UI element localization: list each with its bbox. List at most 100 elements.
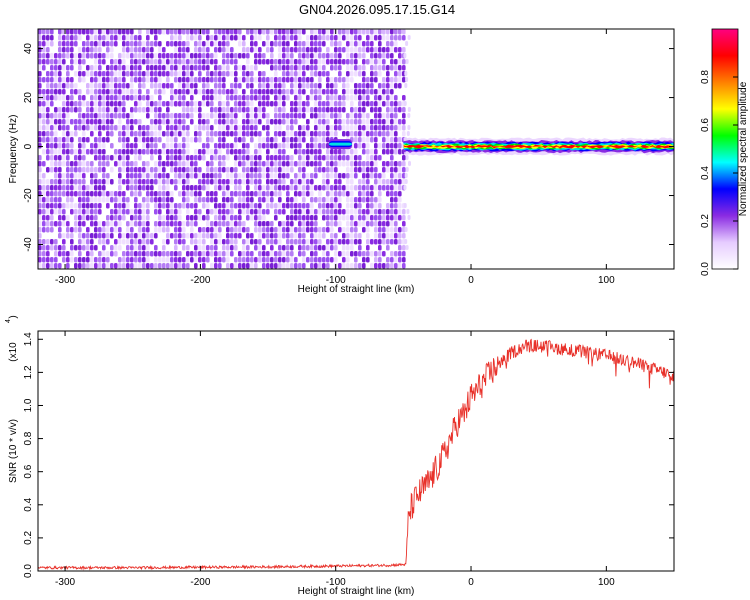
heatmap-noise-cell bbox=[238, 185, 242, 191]
heatmap-noise-cell bbox=[262, 59, 266, 65]
heatmap-noise-cell bbox=[302, 185, 306, 191]
heatmap-noise-cell bbox=[338, 29, 342, 35]
heatmap-noise-cell bbox=[202, 251, 206, 257]
heatmap-noise-cell bbox=[70, 161, 74, 167]
heatmap-noise-cell bbox=[294, 113, 298, 119]
heatmap-noise-cell bbox=[346, 125, 350, 131]
heatmap-noise-cell bbox=[326, 161, 330, 167]
heatmap-noise-cell bbox=[162, 29, 166, 35]
heatmap-noise-cell bbox=[250, 107, 254, 113]
heatmap-noise-cell bbox=[154, 161, 158, 167]
heatmap-noise-cell bbox=[222, 53, 226, 59]
heatmap-noise-cell bbox=[382, 65, 386, 71]
heatmap-noise-cell bbox=[230, 71, 234, 77]
heatmap-noise-cell bbox=[246, 191, 250, 197]
heatmap-noise-cell bbox=[154, 209, 158, 215]
heatmap-noise-cell bbox=[262, 29, 266, 35]
heatmap-noise-cell bbox=[122, 239, 126, 245]
heatmap-noise-cell bbox=[250, 173, 254, 179]
heatmap-noise-cell bbox=[50, 263, 54, 269]
heatmap-noise-cell bbox=[298, 95, 302, 101]
heatmap-noise-cell bbox=[98, 35, 102, 41]
heatmap-noise-cell bbox=[330, 173, 334, 179]
heatmap-noise-cell bbox=[374, 227, 378, 233]
heatmap-noise-cell bbox=[386, 227, 390, 233]
heatmap-noise-cell bbox=[274, 233, 278, 239]
heatmap-noise-cell bbox=[178, 209, 182, 215]
heatmap-noise-cell bbox=[258, 179, 262, 185]
heatmap-noise-cell bbox=[50, 53, 54, 59]
heatmap-noise-cell bbox=[70, 77, 74, 83]
heatmap-noise-cell bbox=[94, 209, 98, 215]
heatmap-noise-cell bbox=[166, 173, 170, 179]
heatmap-noise-cell bbox=[98, 41, 102, 47]
heatmap-noise-cell bbox=[354, 251, 358, 257]
heatmap-noise-cell bbox=[374, 119, 378, 125]
heatmap-noise-cell bbox=[270, 191, 274, 197]
heatmap-noise-cell bbox=[50, 59, 54, 65]
heatmap-noise-cell bbox=[166, 125, 170, 131]
heatmap-noise-cell bbox=[210, 89, 214, 95]
heatmap-noise-cell bbox=[66, 221, 70, 227]
heatmap-noise-cell bbox=[70, 191, 74, 197]
heatmap-noise-cell bbox=[182, 53, 186, 59]
heatmap-noise-cell bbox=[166, 41, 170, 47]
heatmap-noise-cell bbox=[58, 203, 62, 209]
heatmap-noise-cell bbox=[398, 119, 402, 125]
heatmap-noise-cell bbox=[362, 173, 366, 179]
heatmap-noise-cell bbox=[182, 203, 186, 209]
heatmap-noise-cell bbox=[290, 89, 294, 95]
heatmap-noise-cell bbox=[374, 131, 378, 137]
heatmap-noise-cell bbox=[70, 209, 74, 215]
heatmap-noise-cell bbox=[186, 35, 190, 41]
heatmap-noise-cell bbox=[206, 197, 210, 203]
heatmap-noise-cell bbox=[50, 83, 54, 89]
heatmap-noise-cell bbox=[178, 179, 182, 185]
heatmap-noise-cell bbox=[318, 257, 322, 263]
heatmap-noise-cell bbox=[310, 137, 314, 143]
heatmap-noise-cell bbox=[182, 263, 186, 269]
heatmap-noise-cell bbox=[206, 77, 210, 83]
heatmap-noise-cell bbox=[302, 239, 306, 245]
heatmap-noise-cell bbox=[106, 173, 110, 179]
heatmap-noise-cell bbox=[402, 161, 406, 167]
heatmap-noise-cell bbox=[106, 179, 110, 185]
heatmap-noise-cell bbox=[338, 47, 342, 53]
heatmap-noise-cell bbox=[262, 167, 266, 173]
heatmap-noise-cell bbox=[294, 137, 298, 143]
heatmap-noise-cell bbox=[254, 185, 258, 191]
heatmap-noise-cell bbox=[246, 83, 250, 89]
heatmap-noise-cell bbox=[174, 203, 178, 209]
heatmap-noise-cell bbox=[106, 65, 110, 71]
heatmap-noise-cell bbox=[142, 197, 146, 203]
heatmap-noise-cell bbox=[178, 59, 182, 65]
heatmap-noise-cell bbox=[254, 41, 258, 47]
heatmap-noise-cell bbox=[158, 185, 162, 191]
heatmap-noise-cell bbox=[86, 185, 90, 191]
heatmap-noise-cell bbox=[166, 185, 170, 191]
heatmap-noise-cell bbox=[254, 227, 258, 233]
heatmap-noise-cell bbox=[102, 263, 106, 269]
heatmap-noise-cell bbox=[278, 107, 282, 113]
heatmap-noise-cell bbox=[338, 107, 342, 113]
heatmap-noise-cell bbox=[102, 149, 106, 155]
heatmap-noise-cell bbox=[242, 191, 246, 197]
heatmap-noise-cell bbox=[258, 53, 262, 59]
heatmap-noise-cell bbox=[98, 107, 102, 113]
heatmap-noise-cell bbox=[46, 185, 50, 191]
snr-series-line bbox=[37, 338, 675, 571]
heatmap-noise-cell bbox=[298, 125, 302, 131]
heatmap-noise-cell bbox=[78, 47, 82, 53]
heatmap-noise-cell bbox=[318, 155, 322, 161]
heatmap-noise-cell bbox=[174, 95, 178, 101]
heatmap-noise-cell bbox=[210, 221, 214, 227]
heatmap-noise-cell bbox=[222, 143, 226, 149]
heatmap-noise-cell bbox=[230, 221, 234, 227]
heatmap-noise-cell bbox=[394, 35, 398, 41]
heatmap-noise-cell bbox=[354, 35, 358, 41]
heatmap-noise-cell bbox=[174, 227, 178, 233]
heatmap-noise-cell bbox=[310, 107, 314, 113]
heatmap-noise-cell bbox=[110, 227, 114, 233]
heatmap-noise-cell bbox=[94, 53, 98, 59]
